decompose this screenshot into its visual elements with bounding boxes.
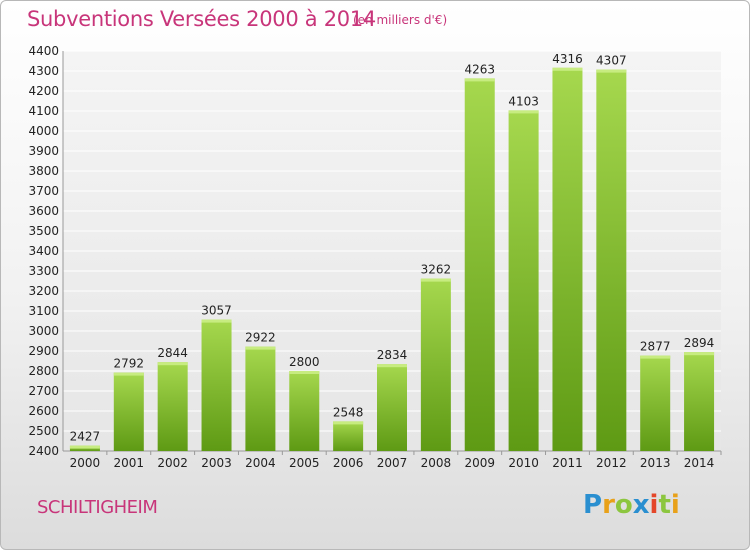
y-tick-label: 4100 bbox=[28, 104, 59, 118]
y-tick-label: 3700 bbox=[28, 184, 59, 198]
bar-2010 bbox=[508, 110, 539, 452]
y-tick-label: 4000 bbox=[28, 124, 59, 138]
data-labels: 2427 2792 2844 3057 2922 2800 2548 2834 3262 4263… bbox=[70, 52, 715, 444]
y-tick-label: 2400 bbox=[28, 444, 59, 458]
x-tick-label-2014: 2014 bbox=[684, 456, 715, 470]
bar-top-highlight bbox=[289, 371, 320, 374]
y-tick-label: 3300 bbox=[28, 264, 59, 278]
x-axis: 2000 2001 2002 2003 2004 2005 2006 2007 2008 2009… bbox=[70, 451, 722, 470]
data-label-2002: 2844 bbox=[157, 346, 188, 360]
x-tick-label-2009: 2009 bbox=[464, 456, 495, 470]
data-label-2014: 2894 bbox=[684, 336, 715, 350]
bar-top-highlight bbox=[420, 278, 451, 282]
y-tick-label: 2900 bbox=[28, 344, 59, 358]
x-tick-label-2012: 2012 bbox=[596, 456, 627, 470]
chart-title: Subventions Versées 2000 à 2014 bbox=[27, 7, 376, 31]
bar-top-highlight bbox=[201, 319, 232, 323]
y-tick-label: 4200 bbox=[28, 84, 59, 98]
data-label-2008: 3262 bbox=[421, 263, 452, 277]
y-tick-label: 2500 bbox=[28, 424, 59, 438]
x-tick-label-2011: 2011 bbox=[552, 456, 583, 470]
x-tick-label-2007: 2007 bbox=[377, 456, 408, 470]
bar-top-highlight bbox=[245, 346, 276, 350]
y-tick-label: 3400 bbox=[28, 244, 59, 258]
x-tick-label-2003: 2003 bbox=[201, 456, 232, 470]
bar-chart: 2400 2500 2600 2700 2800 2900 3000 3100 3200 3300… bbox=[28, 44, 722, 470]
data-label-2005: 2800 bbox=[289, 355, 320, 369]
x-tick-label-2010: 2010 bbox=[508, 456, 539, 470]
x-tick-label-2001: 2001 bbox=[114, 456, 145, 470]
data-label-2003: 3057 bbox=[201, 304, 232, 318]
bar-2009 bbox=[464, 78, 495, 452]
data-label-2011: 4316 bbox=[552, 52, 583, 66]
data-label-2007: 2834 bbox=[377, 348, 408, 362]
data-label-2012: 4307 bbox=[596, 54, 627, 68]
y-tick-label: 3000 bbox=[28, 324, 59, 338]
x-tick-label-2000: 2000 bbox=[70, 456, 101, 470]
x-tick-label-2002: 2002 bbox=[157, 456, 188, 470]
data-label-2001: 2792 bbox=[114, 357, 145, 371]
bar-2012 bbox=[596, 69, 627, 451]
bar-2002 bbox=[157, 362, 188, 451]
bar-top-highlight bbox=[69, 445, 100, 449]
data-label-2006: 2548 bbox=[333, 405, 364, 419]
bar-top-highlight bbox=[552, 67, 583, 71]
y-tick-label: 2700 bbox=[28, 384, 59, 398]
chart-subtitle: (en milliers d'€) bbox=[353, 13, 448, 27]
bar-2005 bbox=[289, 371, 320, 451]
y-tick-label: 2600 bbox=[28, 404, 59, 418]
bar-2007 bbox=[377, 364, 407, 451]
data-label-2013: 2877 bbox=[640, 340, 671, 354]
y-tick-label: 3500 bbox=[28, 224, 59, 238]
bar-2014 bbox=[684, 352, 715, 451]
bar-2011 bbox=[552, 67, 583, 452]
y-tick-label: 4300 bbox=[28, 64, 59, 78]
x-tick-label-2005: 2005 bbox=[289, 456, 320, 470]
bar-top-highlight bbox=[684, 352, 715, 356]
bar-top-highlight bbox=[157, 362, 188, 366]
bar-2013 bbox=[640, 355, 671, 451]
y-tick-label: 3600 bbox=[28, 204, 59, 218]
y-tick-label: 4400 bbox=[28, 44, 59, 58]
data-label-2004: 2922 bbox=[245, 331, 276, 345]
bar-top-highlight bbox=[508, 110, 539, 114]
x-tick-label-2004: 2004 bbox=[245, 456, 276, 470]
bar-top-highlight bbox=[596, 69, 627, 73]
y-tick-label: 3900 bbox=[28, 144, 59, 158]
bar-top-highlight bbox=[640, 355, 671, 359]
x-tick-label-2008: 2008 bbox=[421, 456, 452, 470]
bar-2004 bbox=[245, 346, 276, 451]
x-tick-label-2006: 2006 bbox=[333, 456, 364, 470]
bar-top-highlight bbox=[464, 78, 495, 82]
data-label-2010: 4103 bbox=[508, 94, 539, 108]
bar-top-highlight bbox=[333, 421, 364, 425]
y-tick-label: 3200 bbox=[28, 284, 59, 298]
city-name: SCHILTIGHEIM bbox=[37, 497, 158, 518]
y-axis: 2400 2500 2600 2700 2800 2900 3000 3100 3200 3300… bbox=[28, 44, 721, 458]
y-tick-label: 3800 bbox=[28, 164, 59, 178]
proxiti-logo[interactable]: Proxiti bbox=[583, 490, 680, 520]
bar-2006 bbox=[333, 421, 364, 451]
bar-2008 bbox=[420, 278, 451, 451]
data-label-2009: 4263 bbox=[464, 62, 495, 76]
data-label-2000: 2427 bbox=[70, 430, 101, 444]
bar-2003 bbox=[201, 319, 232, 451]
y-tick-label: 2800 bbox=[28, 364, 59, 378]
bar-top-highlight bbox=[377, 364, 407, 368]
bars bbox=[69, 67, 715, 452]
bar-top-highlight bbox=[113, 372, 144, 376]
bar-2001 bbox=[113, 372, 144, 451]
x-tick-label-2013: 2013 bbox=[640, 456, 671, 470]
y-tick-label: 3100 bbox=[28, 304, 59, 318]
